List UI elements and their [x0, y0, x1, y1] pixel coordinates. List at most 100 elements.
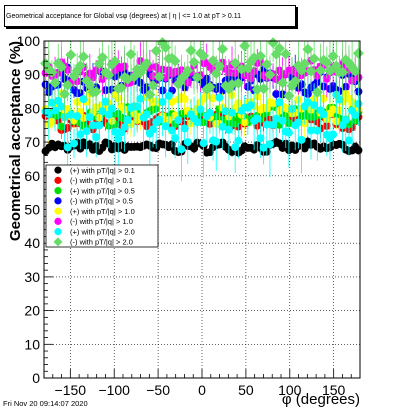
data-point — [232, 77, 244, 89]
legend-label: (+) with pT/|q| > 1.0 — [70, 207, 135, 216]
data-point — [297, 135, 306, 144]
x-tick-label: −100 — [98, 382, 130, 398]
data-point — [337, 66, 349, 78]
data-point — [147, 79, 159, 91]
data-point — [308, 53, 320, 65]
data-point — [115, 82, 127, 94]
data-point — [281, 104, 290, 113]
y-tick-label: 90 — [24, 67, 40, 83]
data-point — [229, 57, 241, 69]
data-point — [352, 47, 364, 59]
data-point — [321, 56, 333, 68]
data-point — [85, 113, 94, 122]
data-point — [191, 71, 203, 83]
data-point — [63, 143, 72, 152]
data-point — [307, 126, 316, 135]
data-point — [209, 94, 218, 103]
data-point — [174, 116, 183, 125]
data-point — [109, 55, 121, 67]
data-point — [82, 127, 91, 136]
y-tick-label: 60 — [24, 168, 40, 184]
data-point — [245, 56, 257, 68]
data-point — [212, 137, 221, 146]
data-point — [55, 61, 67, 73]
data-point — [160, 42, 172, 54]
data-point — [261, 58, 273, 70]
data-point — [47, 117, 56, 126]
data-point — [44, 110, 53, 119]
data-point — [302, 43, 314, 55]
data-point — [103, 69, 115, 81]
data-point — [327, 50, 339, 62]
data-point — [272, 90, 281, 99]
data-point — [136, 94, 145, 103]
data-point — [158, 97, 167, 106]
data-point — [92, 133, 101, 142]
data-point — [259, 143, 268, 152]
legend-label: (-) with pT/|q| > 0.1 — [70, 176, 133, 185]
data-point — [242, 62, 254, 74]
data-point — [111, 127, 120, 136]
legend-marker — [54, 217, 62, 225]
data-point — [231, 143, 240, 152]
data-point — [303, 98, 312, 107]
data-point — [57, 102, 66, 111]
series-7 — [40, 37, 364, 125]
legend-marker — [54, 187, 62, 195]
data-point — [185, 44, 197, 56]
data-point — [300, 144, 309, 153]
data-point — [90, 86, 102, 98]
data-point — [315, 64, 326, 76]
data-point — [114, 134, 123, 143]
y-tick-label: 50 — [24, 202, 40, 218]
data-point — [269, 99, 278, 108]
data-point — [313, 126, 322, 135]
y-tick-label: 20 — [24, 303, 40, 319]
legend: (+) with pT/|q| > 0.1(-) with pT/|q| > 0… — [45, 164, 159, 248]
data-point — [228, 108, 237, 117]
data-point — [272, 114, 281, 123]
data-point — [329, 105, 338, 114]
data-point — [277, 77, 289, 89]
data-point — [224, 125, 233, 134]
x-tick-label: 150 — [322, 382, 346, 398]
data-point — [264, 69, 276, 81]
y-tick-label: 80 — [24, 100, 40, 116]
data-point — [193, 118, 202, 127]
legend-marker — [54, 228, 62, 236]
legend-marker — [54, 197, 62, 205]
data-point — [217, 43, 229, 55]
data-point — [161, 122, 170, 131]
data-point — [65, 49, 77, 61]
data-point — [319, 110, 328, 119]
data-point — [88, 73, 97, 82]
data-point — [107, 104, 116, 113]
data-point — [70, 139, 79, 148]
data-point — [66, 110, 75, 119]
data-point — [284, 128, 293, 137]
data-point — [59, 88, 71, 100]
data-point — [47, 98, 56, 107]
y-axis-label: Geometrical acceptance (%) — [7, 41, 24, 241]
legend-label: (+) with pT/|q| > 2.0 — [70, 227, 135, 236]
data-point — [322, 74, 331, 83]
data-point — [79, 95, 88, 104]
data-point — [180, 95, 189, 104]
data-point — [125, 48, 137, 60]
data-point — [278, 116, 287, 125]
data-point — [51, 106, 60, 115]
legend-label: (+) with pT/|q| > 0.5 — [70, 186, 135, 195]
data-point — [171, 134, 180, 143]
y-tick-label: 10 — [24, 336, 40, 352]
x-tick-label: 0 — [198, 382, 206, 398]
data-point — [57, 122, 66, 131]
data-point — [299, 58, 311, 70]
data-point — [133, 102, 142, 111]
data-point — [141, 57, 153, 69]
data-point — [239, 40, 251, 52]
data-point — [88, 121, 97, 130]
data-point — [104, 110, 113, 119]
data-point — [351, 111, 360, 120]
data-point — [207, 55, 219, 67]
data-point — [142, 110, 151, 119]
